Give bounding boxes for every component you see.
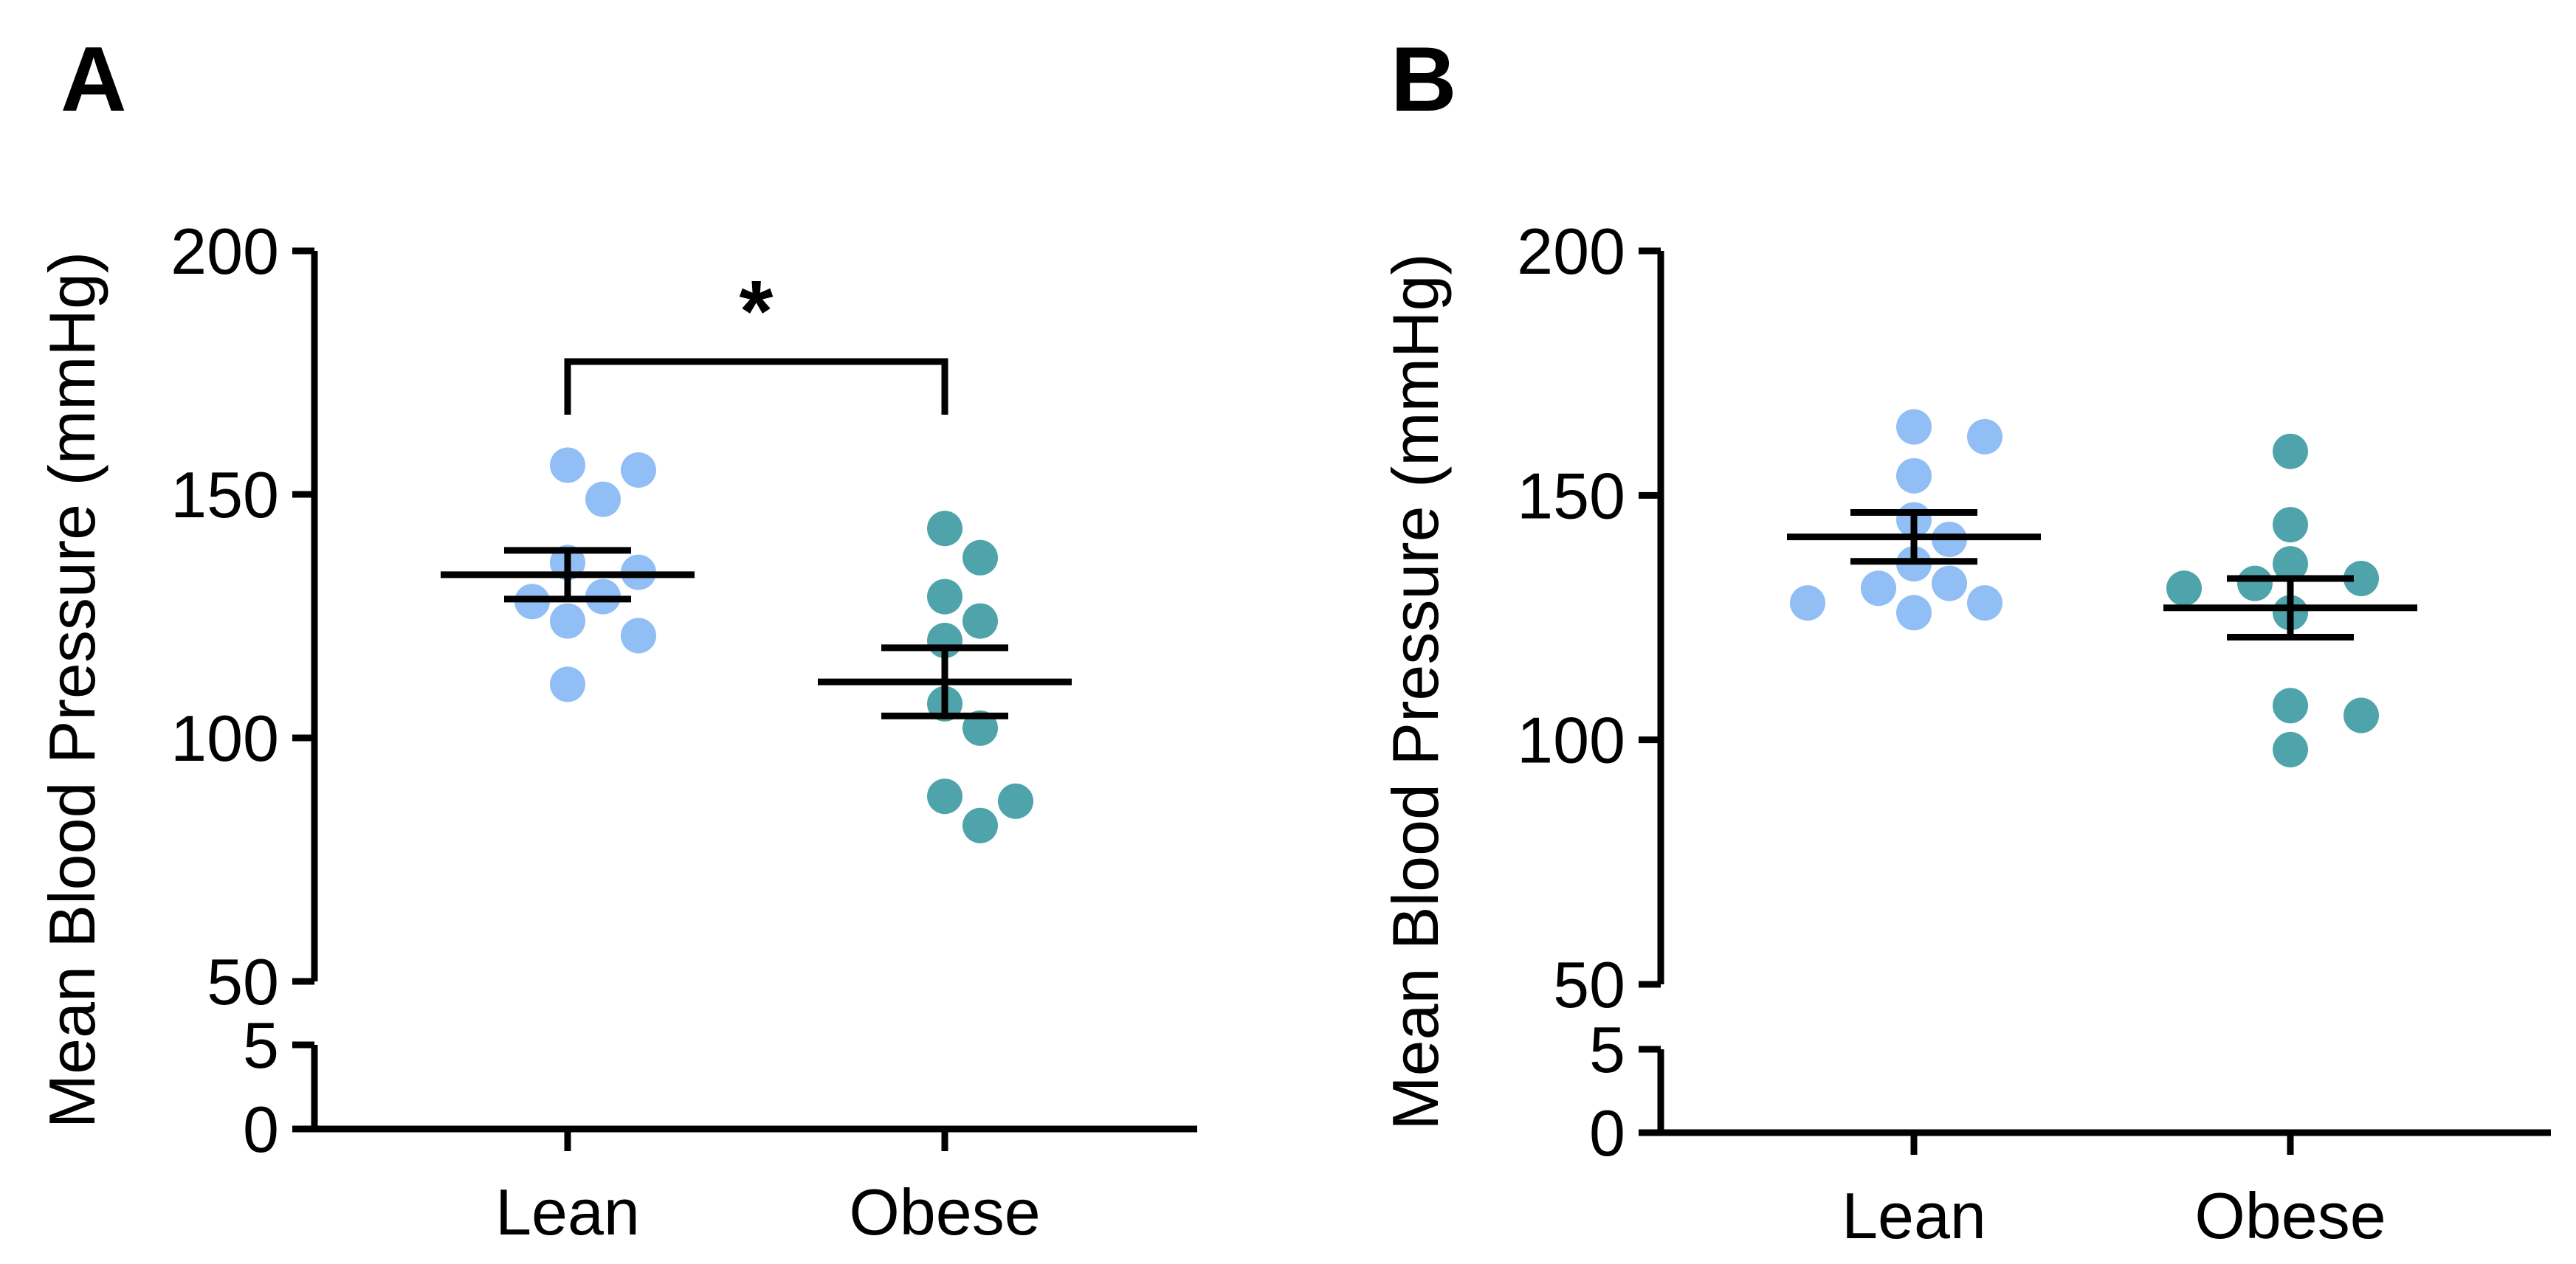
y-tick-label: 0: [243, 1093, 279, 1166]
data-point: [962, 603, 998, 639]
y-tick-label: 5: [1589, 1013, 1625, 1086]
data-point: [2343, 697, 2379, 733]
y-tick-label: 5: [243, 1009, 279, 1082]
data-point: [1932, 565, 1967, 601]
y-axis-title: Mean Blood Pressure (mmHg): [35, 252, 109, 1128]
data-point: [550, 603, 585, 639]
data-point: [2273, 731, 2308, 767]
significance-marker: *: [740, 263, 774, 360]
y-tick-label: 50: [207, 945, 279, 1018]
data-point: [2273, 546, 2308, 582]
panel-a: A Mean Blood Pressure (mmHg) 50 100 150 200 0 5…: [35, 29, 1197, 1249]
x-tick-label: Lean: [1842, 1179, 1986, 1252]
panel-label: B: [1391, 29, 1457, 131]
data-point: [927, 511, 962, 547]
data-point: [1896, 595, 1932, 631]
data-point: [998, 783, 1033, 819]
data-point: [1896, 457, 1932, 494]
x-tick-label: Lean: [495, 1175, 640, 1249]
panel-b: B Mean Blood Pressure (mmHg) 50 100 150 200 0 5…: [1379, 29, 2551, 1252]
data-point: [2343, 560, 2379, 596]
y-tick-label: 150: [171, 458, 279, 531]
y-tick-label: 100: [1517, 704, 1625, 777]
data-point: [927, 579, 962, 615]
data-point: [1967, 585, 2002, 621]
data-point: [2166, 570, 2202, 607]
data-point: [585, 481, 621, 517]
data-point: [962, 539, 998, 576]
y-tick-label: 150: [1517, 459, 1625, 532]
y-tick-label: 0: [1589, 1096, 1625, 1170]
data-point: [962, 807, 998, 843]
y-tick-label: 200: [171, 215, 279, 288]
data-point: [550, 447, 585, 483]
data-point: [2273, 507, 2308, 543]
panel-label: A: [61, 29, 127, 131]
y-tick-label: 200: [1517, 215, 1625, 288]
data-point: [1896, 409, 1932, 445]
y-axis-title: Mean Blood Pressure (mmHg): [1379, 253, 1452, 1130]
y-tick-label: 100: [171, 702, 279, 775]
data-point: [550, 666, 585, 702]
data-point: [2273, 688, 2308, 724]
data-point: [621, 618, 656, 654]
data-point: [1861, 570, 1896, 607]
data-point: [927, 778, 962, 815]
significance-bracket: [564, 358, 948, 415]
data-point: [2237, 565, 2273, 601]
data-point: [1967, 418, 2002, 455]
data-point: [621, 452, 656, 488]
data-point: [2273, 433, 2308, 469]
x-tick-label: Obese: [2194, 1179, 2386, 1252]
y-tick-label: 50: [1553, 948, 1625, 1021]
data-point: [1790, 585, 1825, 621]
x-tick-label: Obese: [849, 1175, 1040, 1249]
